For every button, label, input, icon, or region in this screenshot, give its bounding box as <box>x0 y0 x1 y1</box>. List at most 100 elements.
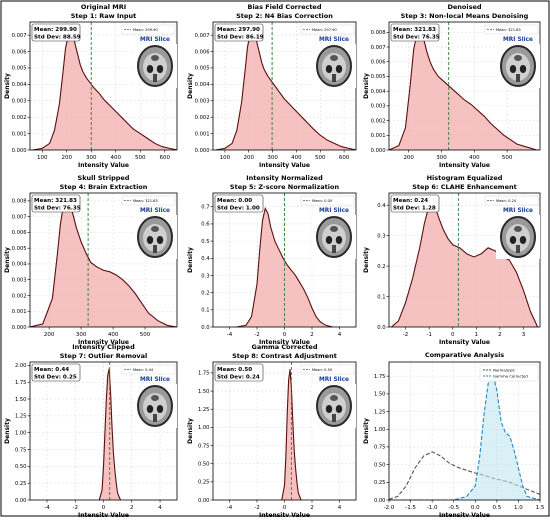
y-tick-label: 0.001 <box>12 131 27 137</box>
legend-box <box>300 195 355 206</box>
y-tick-label: 0.005 <box>12 66 27 72</box>
x-tick-label: 300 <box>267 155 278 161</box>
y-tick-label: 0.25 <box>15 481 27 487</box>
legend-box <box>300 24 355 35</box>
y-tick-label: 1.75 <box>15 380 27 386</box>
mri-slice-brain <box>322 224 346 252</box>
mri-slice-ventricle <box>156 405 164 413</box>
mri-slice-thumbnail <box>312 215 356 259</box>
mri-slice-label: MRI Slice <box>140 37 170 43</box>
x-axis-label: Intensity Value <box>259 512 310 517</box>
y-tick-label: 0.003 <box>12 278 27 284</box>
x-tick-label: 600 <box>160 155 171 161</box>
y-tick-label: 0.006 <box>195 49 210 55</box>
y-tick-label: 0.50 <box>15 464 27 470</box>
stats-mean: Mean: 0.00 <box>217 198 252 204</box>
kde-area <box>389 30 540 150</box>
kde-line <box>215 27 356 150</box>
legend-label: Mean: 0.44 <box>133 368 154 372</box>
mri-slice-stem <box>332 414 336 422</box>
x-tick-label: -4 <box>227 332 233 338</box>
y-tick-label: 0.0 <box>201 325 209 331</box>
y-tick-label: 0.6 <box>201 222 209 228</box>
stats-std: Std Dev: 0.25 <box>34 375 77 381</box>
x-tick-label: -2 <box>72 505 77 511</box>
y-tick-label: 0.008 <box>12 199 27 205</box>
y-tick-label: 0.0 <box>377 325 385 331</box>
mri-slice-thumbnail <box>312 384 356 428</box>
x-tick-label: 400 <box>108 332 119 338</box>
stats-mean: Mean: 0.50 <box>217 367 252 373</box>
y-tick-label: 0.004 <box>371 89 387 95</box>
subplot-title: Intensity Normalized <box>246 174 323 182</box>
stats-std: Std Dev: 1.28 <box>393 206 436 212</box>
x-tick-label: 500 <box>135 155 146 161</box>
mri-slice-sinus <box>514 55 522 61</box>
stats-mean: Mean: 299.90 <box>34 27 77 33</box>
kde-line <box>98 368 121 500</box>
y-axis-label: Density <box>187 73 194 99</box>
stats-box <box>31 363 81 382</box>
x-tick-label: 0 <box>451 332 455 338</box>
x-tick-label: -4 <box>227 505 233 511</box>
x-tick-label: -4 <box>44 505 50 511</box>
x-tick-label: 1 <box>475 332 479 338</box>
x-tick-label: -2.0 <box>384 505 395 511</box>
y-tick-label: 0.001 <box>195 131 210 137</box>
kde-line <box>30 198 177 327</box>
y-tick-label: 0.005 <box>12 246 27 252</box>
y-tick-label: 0.00 <box>374 498 386 504</box>
mri-slice-sinus <box>151 55 159 61</box>
legend-box <box>121 364 176 375</box>
x-tick-label: 0 <box>283 332 287 338</box>
legend-label: Mean: 321.83 <box>496 28 521 32</box>
x-tick-label: 1.5 <box>536 505 545 511</box>
mri-slice-ventricle <box>146 236 154 244</box>
mri-slice-stem <box>153 74 157 82</box>
x-tick-label: 300 <box>436 155 447 161</box>
subplot-subtitle: Step 8: Contrast Adjustment <box>232 352 337 360</box>
subplot-title: Gamma Corrected <box>252 343 318 351</box>
x-axis-label: Intensity Value <box>78 512 129 517</box>
y-tick-label: 0.25 <box>198 480 210 486</box>
x-tick-label: 2 <box>130 505 134 511</box>
stats-box <box>31 194 81 213</box>
mri-slice-ventricle <box>519 236 527 244</box>
stats-box <box>31 23 81 42</box>
y-tick-label: 0.001 <box>12 309 27 315</box>
mri-slice-thumbnail <box>312 44 356 88</box>
mri-slice-thumbnail <box>133 384 177 428</box>
y-tick-label: 0.1 <box>201 308 209 314</box>
y-tick-label: 2.00 <box>15 363 27 369</box>
subplot-title: Original MRI <box>81 3 126 11</box>
mri-slice-sinus <box>151 226 159 232</box>
legend-box <box>121 24 176 35</box>
y-tick-label: 0.50 <box>198 461 210 467</box>
plot-area <box>30 193 177 327</box>
mri-slice-sinus <box>514 226 522 232</box>
legend-label: Mean: 0.00 <box>312 199 333 203</box>
y-tick-label: 1.00 <box>15 430 27 436</box>
y-tick-label: 0.007 <box>195 33 210 39</box>
plot-area <box>389 22 540 150</box>
subplot-subtitle: Step 6: CLAHE Enhancement <box>412 183 516 191</box>
stats-std: Std Dev: 0.24 <box>217 375 260 381</box>
x-tick-label: 2 <box>498 332 502 338</box>
y-tick-label: 0.001 <box>371 133 386 139</box>
y-tick-label: 0.006 <box>371 60 386 66</box>
y-tick-label: 0.5 <box>201 239 209 245</box>
x-axis-label: Intensity Value <box>78 339 129 346</box>
mri-slice-ventricle <box>335 405 343 413</box>
y-tick-label: 0.003 <box>12 99 27 105</box>
x-tick-label: 100 <box>37 155 48 161</box>
subplot-title: Skull Stripped <box>78 174 130 182</box>
subplot-subtitle: Step 1: Raw Input <box>71 12 137 20</box>
y-tick-label: 0.3 <box>201 273 209 279</box>
y-tick-label: 0.000 <box>12 325 27 331</box>
stats-box <box>390 194 440 213</box>
y-tick-label: 0.50 <box>374 462 386 468</box>
x-tick-label: -2 <box>254 332 259 338</box>
x-tick-label: 2 <box>310 332 314 338</box>
